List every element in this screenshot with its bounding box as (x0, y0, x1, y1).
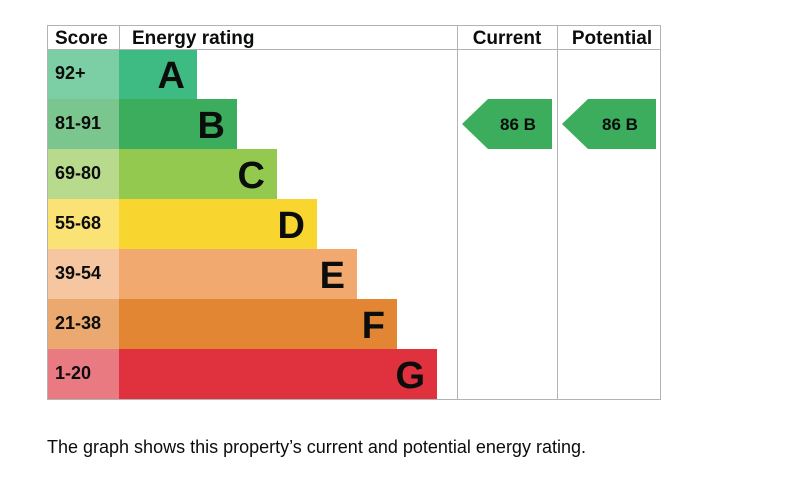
score-range-c: 69-80 (55, 163, 101, 183)
potential-rating-label: 86 B (602, 115, 638, 134)
score-range-f: 21-38 (55, 313, 101, 333)
rating-bar-d (119, 199, 317, 249)
rating-letter-c: C (238, 155, 265, 197)
rating-bar-a (119, 49, 197, 99)
score-cell-e (47, 249, 119, 299)
rating-bar-e (119, 249, 357, 299)
score-cell-g (47, 349, 119, 399)
score-cell-c (47, 149, 119, 199)
rating-letter-d: D (278, 205, 305, 247)
rating-markers: 86 B 86 B (462, 99, 656, 149)
rating-letter-a: A (158, 55, 185, 97)
score-range-d: 55-68 (55, 213, 101, 233)
header-energy-rating: Energy rating (132, 28, 254, 49)
score-cell-a (47, 49, 119, 99)
rating-bar-g (119, 349, 437, 399)
header-current: Current (473, 28, 542, 49)
current-rating-arrow (462, 99, 552, 149)
score-range-b: 81-91 (55, 113, 101, 133)
current-rating-label: 86 B (500, 115, 536, 134)
header-score: Score (55, 28, 108, 49)
score-range-g: 1-20 (55, 363, 91, 383)
header-potential: Potential (572, 28, 652, 49)
rating-bar-f (119, 299, 397, 349)
score-cell-f (47, 299, 119, 349)
score-range-a: 92+ (55, 63, 86, 83)
rating-bar-c (119, 149, 277, 199)
potential-rating-arrow (562, 99, 656, 149)
score-column: 92+ 81-91 69-80 55-68 39-54 21-38 1-20 (47, 49, 119, 399)
score-cell-b (47, 99, 119, 149)
table-border (47, 25, 661, 400)
score-cell-d (47, 199, 119, 249)
rating-letter-f: F (362, 305, 385, 347)
chart-caption: The graph shows this property’s current … (47, 437, 586, 457)
rating-letter-b: B (198, 105, 225, 147)
rating-letter-g: G (395, 355, 425, 397)
score-range-e: 39-54 (55, 263, 101, 283)
table-headers: Score Energy rating Current Potential (55, 28, 652, 49)
rating-bar-b (119, 99, 237, 149)
rating-letter-e: E (320, 255, 345, 297)
table-grid (47, 25, 661, 400)
